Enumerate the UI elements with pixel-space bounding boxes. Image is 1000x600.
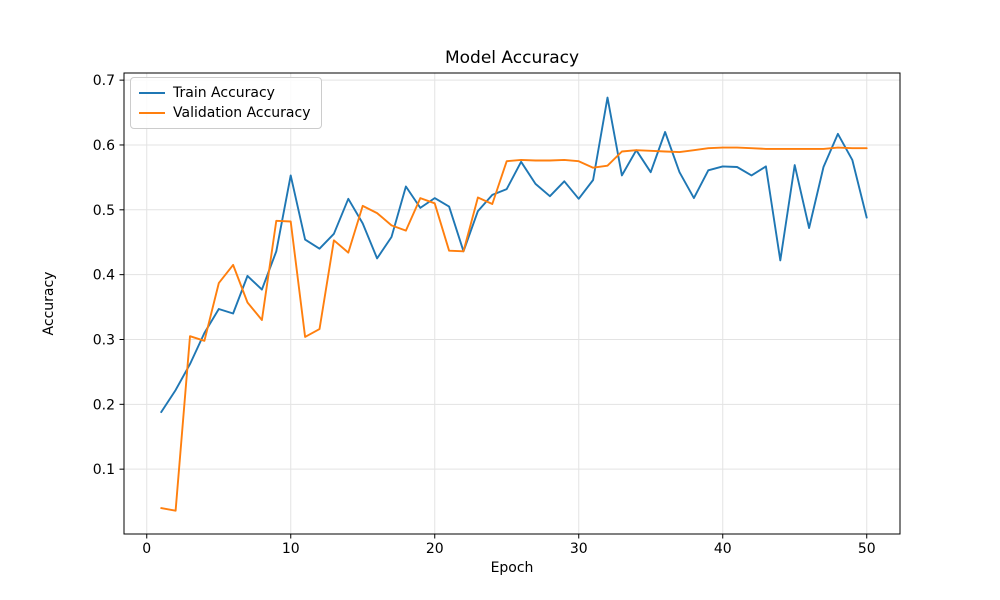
plot-area-border [123,72,901,535]
y-tick-label: 0.2 [93,397,115,413]
y-tick-labels: 0.1 0.2 0.3 0.4 0.5 0.6 0.7 [93,73,115,478]
validation-accuracy-line [160,146,868,512]
validation-accuracy-line-swatch [139,112,165,114]
x-tick-label: 40 [714,541,732,557]
y-tick-label: 0.1 [93,462,115,478]
legend: Train Accuracy Validation Accuracy [130,77,322,129]
y-tick-label: 0.4 [93,268,115,284]
grid-lines [124,73,900,534]
train-accuracy-line-swatch [139,92,165,94]
x-tick-label: 50 [858,541,876,557]
y-tick-label: 0.5 [93,203,115,219]
x-tick-label: 20 [426,541,444,557]
y-tick-label: 0.3 [93,332,115,348]
y-tick-label: 0.6 [93,138,115,154]
y-axis-label: Accuracy [41,272,57,336]
legend-label-train: Train Accuracy [173,85,275,101]
chart-series [160,96,868,512]
x-tick-label: 10 [282,541,300,557]
y-tick-label: 0.7 [93,73,115,89]
legend-item-validation: Validation Accuracy [139,103,311,123]
x-tick-labels: 0 10 20 30 40 50 [142,541,875,557]
x-axis-label: Epoch [491,560,534,576]
x-tick-label: 30 [570,541,588,557]
legend-label-validation: Validation Accuracy [173,105,311,121]
x-tick-label: 0 [142,541,151,557]
legend-item-train: Train Accuracy [139,83,311,103]
train-accuracy-line [160,96,868,414]
axis-tick-marks [119,79,868,539]
chart-title: Model Accuracy [445,48,579,68]
